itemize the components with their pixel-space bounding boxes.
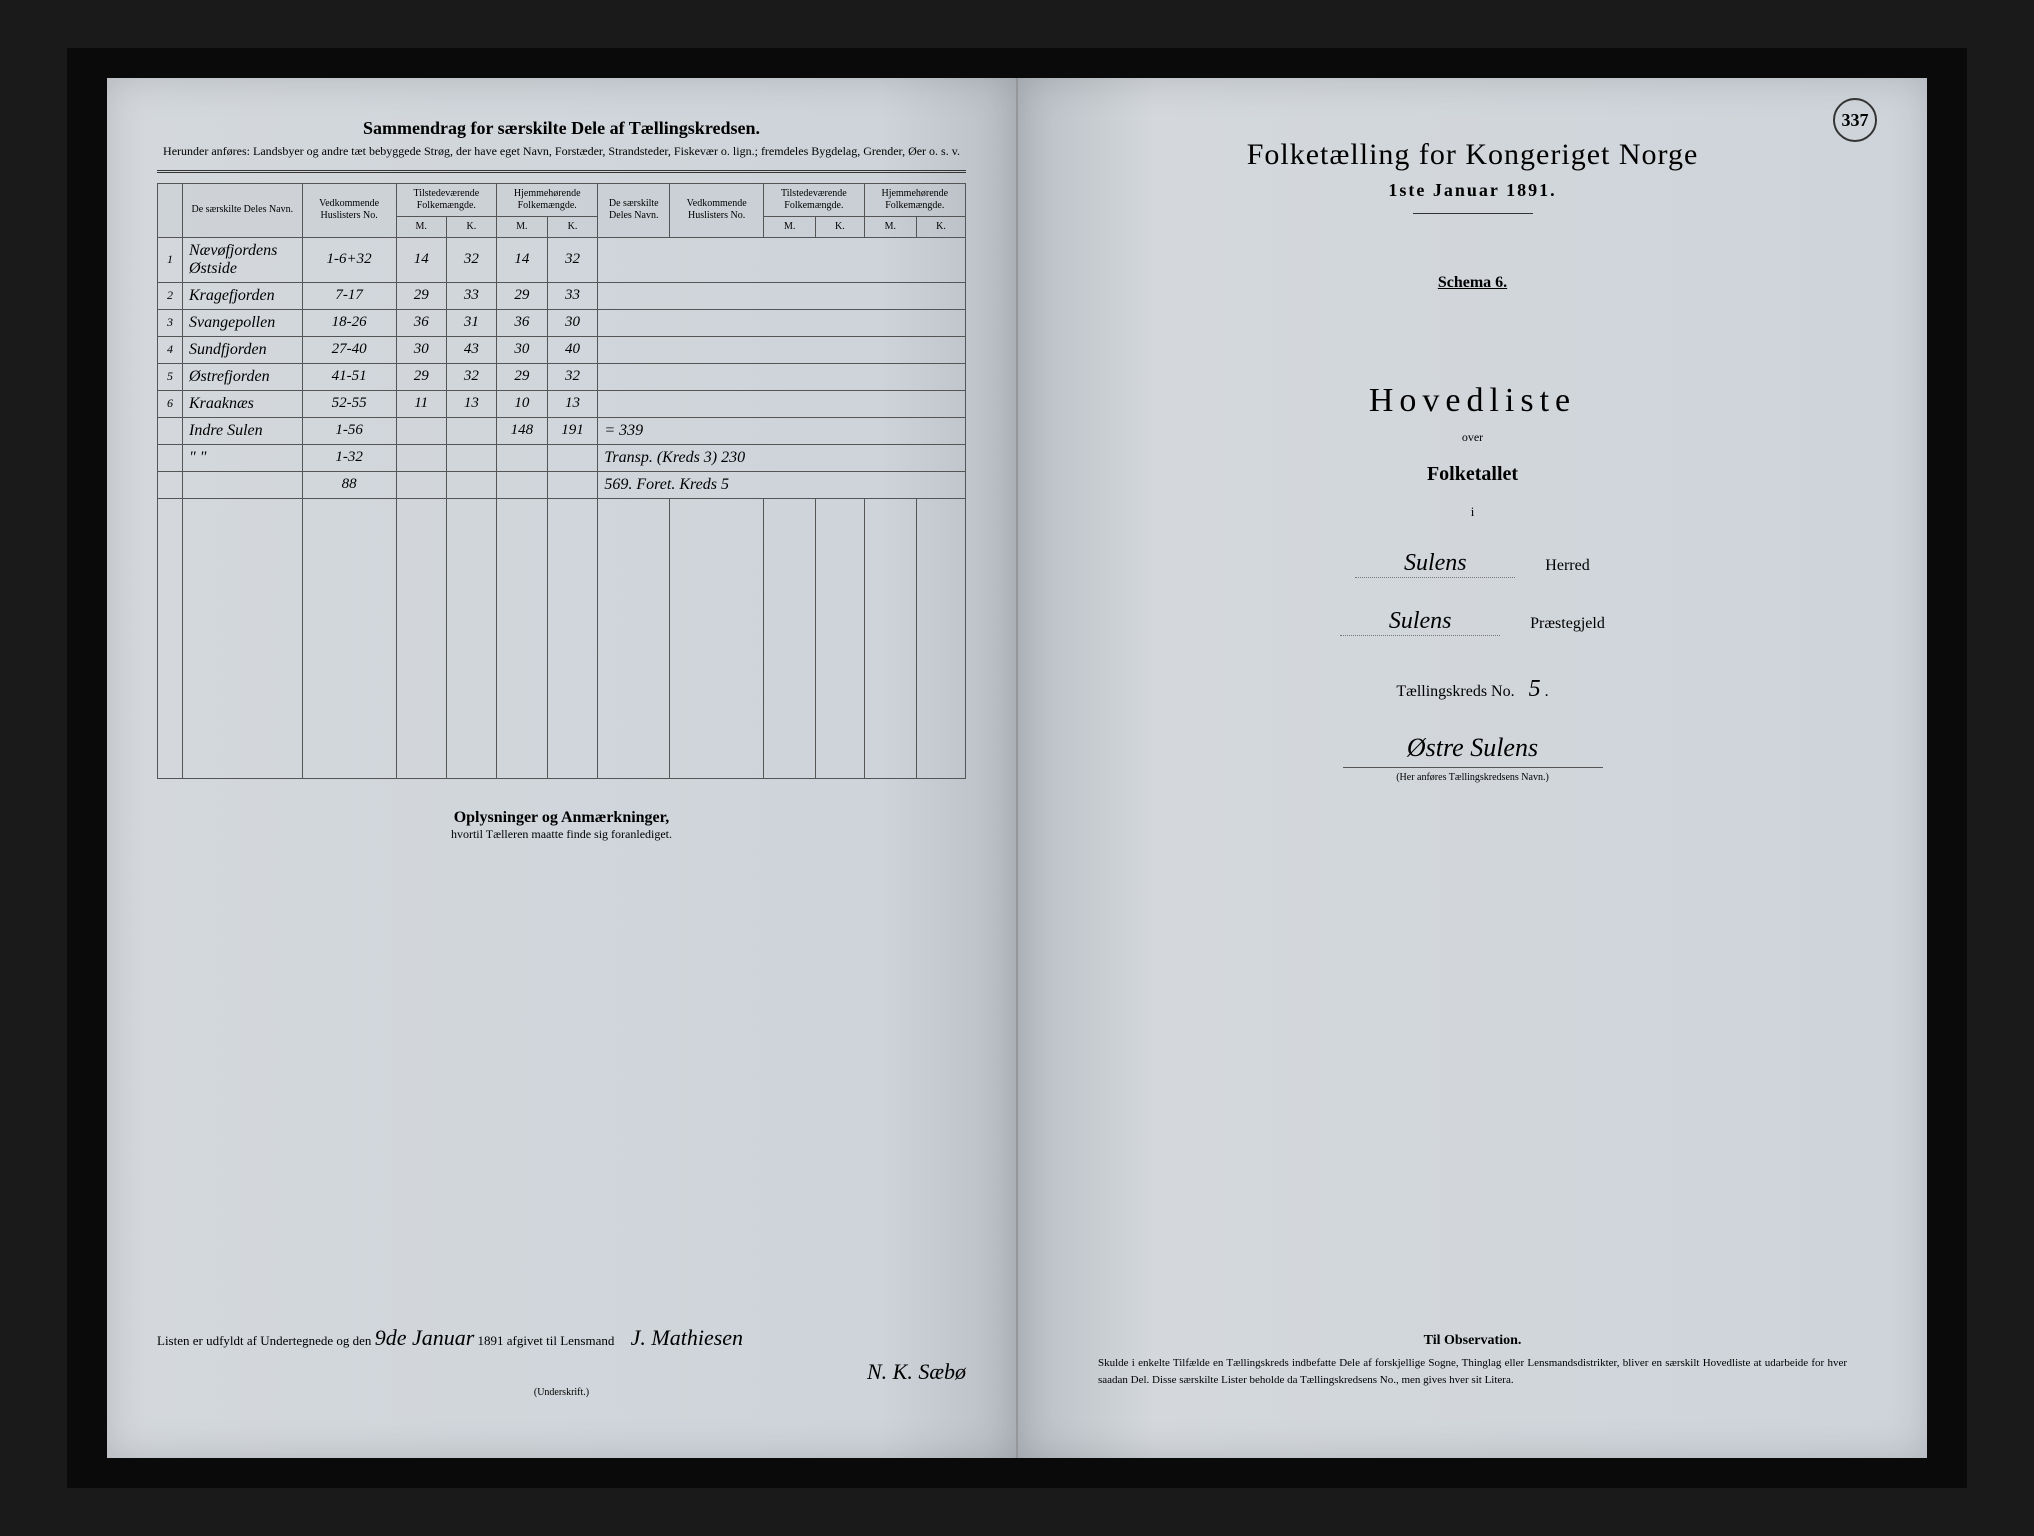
left-subtitle: Herunder anføres: Landsbyer og andre tæt… [157,143,966,160]
col-name: De særskilte Deles Navn. [183,183,303,237]
kreds-no: 5 [1529,676,1541,702]
signature-2: N. K. Sæbø [867,1359,966,1384]
praeste-value: Sulens [1340,608,1500,636]
hovedliste-title: Hovedliste [1068,382,1877,420]
col-tilstede2: Tilstedeværende Folkemængde. [764,183,864,216]
col-k: K. [547,216,598,237]
title-rule [1413,213,1533,214]
col-hus: Vedkommende Huslisters No. [302,183,396,237]
table-row: Indre Sulen1-56148191= 339 [158,417,966,444]
table-row: 5Østrefjorden41-5129322932 [158,363,966,390]
col-m: M. [864,216,916,237]
remarks-title: Oplysninger og Anmærkninger, [157,809,966,827]
census-table: De særskilte Deles Navn. Vedkommende Hus… [157,183,966,779]
col-m: M. [764,216,816,237]
left-header: Sammendrag for særskilte Dele af Tælling… [157,118,966,160]
census-title: Folketælling for Kongeriget Norge [1068,138,1877,172]
table-row: 3Svangepollen18-2636313630 [158,309,966,336]
col-hus2: Vedkommende Huslisters No. [670,183,764,237]
book-spread: Sammendrag for særskilte Dele af Tælling… [67,48,1967,1488]
i-label: i [1068,504,1877,520]
herred-value: Sulens [1355,550,1515,578]
col-name2: De særskilte Deles Navn. [598,183,670,237]
table-row: 88569. Foret. Kreds 5 [158,471,966,498]
census-date: 1ste Januar 1891. [1068,180,1877,201]
right-page: 337 Folketælling for Kongeriget Norge 1s… [1018,78,1927,1458]
kreds-label: Tællingskreds No. [1396,683,1514,700]
col-k: K. [917,216,966,237]
observation-block: Til Observation. Skulde i enkelte Tilfæl… [1098,1333,1847,1388]
schema-label: Schema 6. [1068,274,1877,292]
table-row: 6Kraaknæs52-5511131013 [158,390,966,417]
obs-body: Skulde i enkelte Tilfælde en Tællingskre… [1098,1355,1847,1388]
table-head: De særskilte Deles Navn. Vedkommende Hus… [158,183,966,237]
sig-prefix: Listen er udfyldt af Undertegnede og den [157,1333,371,1348]
empty-space [158,498,966,778]
table-row: 2Kragefjorden7-1729332933 [158,282,966,309]
right-title-block: Folketælling for Kongeriget Norge 1ste J… [1068,138,1877,214]
over-label: over [1068,430,1877,445]
table-row: 4Sundfjorden27-4030433040 [158,336,966,363]
table-body: 1Nævøfjordens Østside1-6+32143214322Krag… [158,237,966,498]
left-page: Sammendrag for særskilte Dele af Tælling… [107,78,1018,1458]
page-number: 337 [1833,98,1877,142]
kreds-note: (Her anføres Tællingskredsens Navn.) [1068,772,1877,783]
kreds-name-value: Østre Sulens [1068,733,1877,763]
sig-year: 1891 afgivet til Lensmand [478,1333,615,1348]
col-k: K. [816,216,864,237]
herred-row: Sulens Herred [1068,550,1877,578]
sig-date: 9de Januar [375,1325,475,1350]
kreds-name-row: Østre Sulens (Her anføres Tællingskredse… [1068,733,1877,783]
underskrift-label: (Underskrift.) [157,1387,966,1398]
col-hjemme: Hjemmehørende Folkemængde. [497,183,598,216]
obs-title: Til Observation. [1098,1333,1847,1349]
col-hjemme2: Hjemmehørende Folkemængde. [864,183,965,216]
left-title: Sammendrag for særskilte Dele af Tælling… [157,118,966,139]
table-row: 1Nævøfjordens Østside1-6+3214321432 [158,237,966,282]
kreds-underline [1343,767,1603,768]
col-k: K. [446,216,496,237]
signature-block: Listen er udfyldt af Undertegnede og den… [157,1325,966,1398]
remarks-section: Oplysninger og Anmærkninger, hvortil Tæl… [157,809,966,842]
herred-label: Herred [1545,557,1589,575]
folketallet-label: Folketallet [1068,463,1877,486]
praeste-row: Sulens Præstegjeld [1068,608,1877,636]
rule [157,170,966,173]
hovedliste-block: Hovedliste over Folketallet i [1068,382,1877,520]
signature-1: J. Mathiesen [631,1325,743,1350]
col-m: M. [396,216,446,237]
kreds-no-row: Tællingskreds No. 5 . [1068,676,1877,703]
table-row: " "1-32Transp. (Kreds 3) 230 [158,444,966,471]
col-tilstede: Tilstedeværende Folkemængde. [396,183,496,216]
remarks-sub: hvortil Tælleren maatte finde sig foranl… [157,827,966,842]
col-m: M. [497,216,548,237]
praeste-label: Præstegjeld [1530,615,1605,633]
